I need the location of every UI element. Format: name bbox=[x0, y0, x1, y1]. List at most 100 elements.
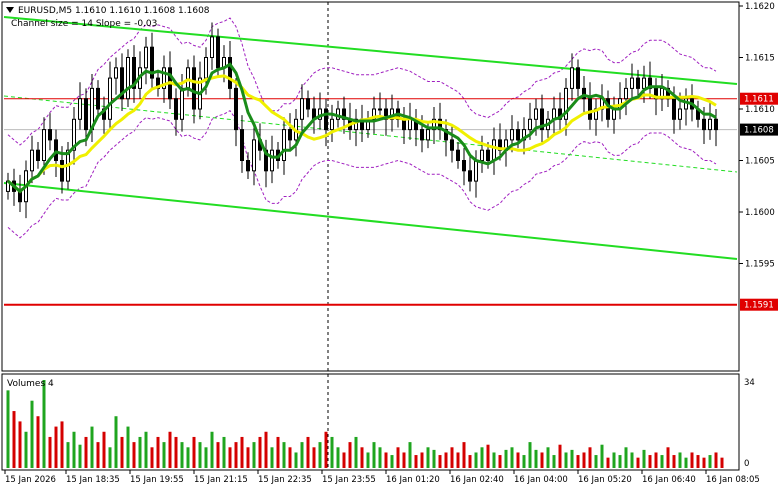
channel-info: Channel size = 14 Slope = -0.03 bbox=[11, 19, 157, 29]
down-volume-bar bbox=[132, 442, 136, 468]
bull-candle bbox=[570, 67, 574, 89]
bear-candle bbox=[36, 149, 40, 161]
down-volume-bar bbox=[450, 447, 454, 468]
volume-bars bbox=[6, 380, 724, 468]
up-volume-bar bbox=[378, 447, 382, 468]
bear-candle bbox=[582, 87, 586, 100]
up-volume-bar bbox=[90, 426, 94, 468]
bear-candle bbox=[714, 118, 718, 131]
down-volume-bar bbox=[216, 442, 220, 468]
bull-candle bbox=[162, 67, 166, 89]
down-volume-bar bbox=[402, 452, 406, 468]
bull-candle bbox=[564, 87, 568, 120]
down-volume-bar bbox=[606, 457, 610, 468]
down-volume-bar bbox=[96, 442, 100, 468]
bull-candle bbox=[78, 98, 82, 120]
time-tick-label: 15 Jan 23:55 bbox=[322, 475, 376, 485]
down-volume-bar bbox=[414, 455, 418, 468]
bear-candle bbox=[174, 98, 178, 120]
up-volume-bar bbox=[42, 380, 46, 468]
down-triangle-icon bbox=[6, 7, 14, 13]
up-volume-bar bbox=[534, 449, 538, 468]
price-tick-label: 1.1605 bbox=[745, 157, 775, 167]
down-volume-bar bbox=[348, 442, 352, 468]
up-volume-bar bbox=[522, 455, 526, 468]
up-volume-bar bbox=[528, 442, 532, 468]
red-level-tag: 1.1611 bbox=[744, 95, 774, 105]
volume-panel[interactable] bbox=[1, 373, 740, 471]
down-volume-bar bbox=[582, 452, 586, 468]
up-volume-bar bbox=[354, 436, 358, 468]
bear-candle bbox=[48, 129, 52, 141]
bear-candle bbox=[606, 98, 610, 120]
bear-candle bbox=[150, 46, 154, 79]
down-volume-bar bbox=[240, 436, 244, 468]
down-volume-bar bbox=[672, 455, 676, 468]
down-volume-bar bbox=[636, 457, 640, 468]
up-volume-bar bbox=[708, 455, 712, 468]
price-tags: 1.1611 1.1608 1.1591 bbox=[740, 92, 778, 311]
bull-candle bbox=[372, 108, 376, 120]
current-price-tag-box bbox=[740, 123, 778, 136]
up-volume-bar bbox=[78, 444, 82, 468]
bull-candle bbox=[492, 139, 496, 161]
down-volume-bar bbox=[666, 447, 670, 468]
bull-candle bbox=[114, 67, 118, 79]
bull-candle bbox=[282, 129, 286, 162]
up-volume-bar bbox=[630, 452, 634, 468]
price-tick-label: 1.1600 bbox=[745, 208, 775, 218]
time-tick-label: 16 Jan 06:40 bbox=[642, 475, 696, 485]
bull-candle bbox=[42, 129, 46, 162]
up-volume-bar bbox=[660, 455, 664, 468]
up-volume-bar bbox=[408, 442, 412, 468]
bear-candle bbox=[486, 149, 490, 161]
up-volume-bar bbox=[180, 442, 184, 468]
up-volume-bar bbox=[474, 452, 478, 468]
bear-candle bbox=[342, 108, 346, 120]
fast-moving-average bbox=[7, 62, 717, 194]
up-volume-bar bbox=[30, 400, 34, 468]
bear-candle bbox=[192, 67, 196, 110]
down-volume-bar bbox=[264, 431, 268, 468]
volume-scale-min: 0 bbox=[744, 459, 749, 469]
up-volume-bar bbox=[492, 452, 496, 468]
down-volume-bar bbox=[246, 447, 250, 468]
up-volume-bar bbox=[612, 452, 616, 468]
down-volume-bar bbox=[36, 416, 40, 468]
bear-candle bbox=[306, 98, 310, 110]
up-volume-bar bbox=[570, 449, 574, 468]
up-volume-bar bbox=[330, 436, 334, 468]
down-volume-bar bbox=[60, 421, 64, 468]
up-volume-bar bbox=[24, 431, 28, 468]
moving-averages bbox=[7, 62, 717, 194]
up-volume-bar bbox=[642, 449, 646, 468]
price-axis: 1.1620 1.1615 1.1610 1.1605 1.1600 1.1595 bbox=[739, 2, 775, 270]
down-volume-bar bbox=[648, 455, 652, 468]
time-tick-label: 16 Jan 05:20 bbox=[578, 475, 632, 485]
bear-candle bbox=[672, 98, 676, 120]
down-volume-bar bbox=[498, 455, 502, 468]
down-volume-bar bbox=[654, 452, 658, 468]
down-volume-bar bbox=[696, 455, 700, 468]
up-volume-bar bbox=[210, 431, 214, 468]
up-volume-bar bbox=[300, 442, 304, 468]
down-volume-bar bbox=[156, 436, 160, 468]
bull-candle bbox=[210, 36, 214, 59]
up-volume-bar bbox=[252, 442, 256, 468]
bear-candle bbox=[420, 129, 424, 141]
channel-upper-line bbox=[3, 16, 738, 85]
up-volume-bar bbox=[318, 442, 322, 468]
down-volume-bar bbox=[312, 447, 316, 468]
time-tick-label: 16 Jan 02:40 bbox=[450, 475, 504, 485]
down-volume-bar bbox=[120, 436, 124, 468]
down-volume-bar bbox=[714, 452, 718, 468]
up-volume-bar bbox=[294, 452, 298, 468]
bull-candle bbox=[204, 57, 208, 79]
time-tick-label: 15 Jan 2026 bbox=[5, 475, 56, 485]
up-volume-bar bbox=[480, 447, 484, 468]
bear-candle bbox=[228, 57, 232, 89]
up-volume-bar bbox=[390, 455, 394, 468]
price-panel[interactable] bbox=[1, 1, 740, 372]
up-volume-bar bbox=[624, 447, 628, 468]
down-volume-bar bbox=[192, 436, 196, 468]
